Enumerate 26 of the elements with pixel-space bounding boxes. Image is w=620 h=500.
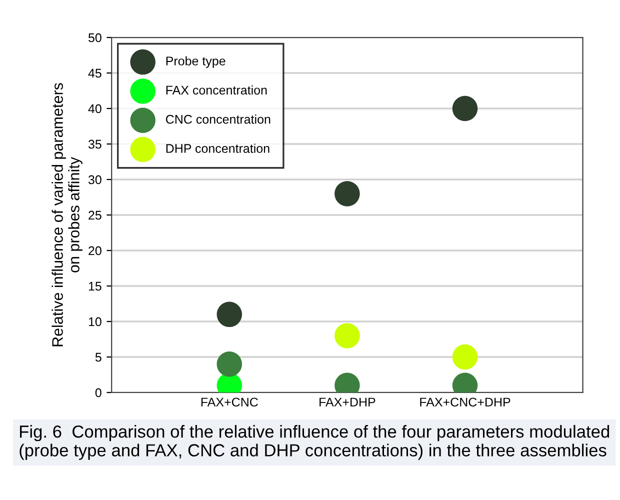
legend-label: DHP concentration: [166, 144, 270, 153]
y-tick-label: 35: [88, 140, 102, 149]
x-tick-label: FAX+DHP: [320, 398, 376, 406]
y-tick-label: 25: [88, 210, 102, 220]
x-tick-label: FAX+CNC: [201, 398, 258, 407]
y-tick-label: 0: [95, 388, 102, 398]
point: [452, 96, 478, 122]
y-axis-title: Relative influence of varied parameters on probes affinity: [52, 83, 82, 346]
point: [216, 351, 242, 377]
y-tick-label: 5: [95, 352, 102, 362]
legend-label: Probe type: [166, 56, 226, 68]
y-tick-label: 30: [88, 175, 102, 184]
y-tick-label: 50: [88, 33, 102, 42]
point: [334, 181, 360, 206]
y-tick-label: 15: [88, 282, 102, 291]
point: [216, 302, 242, 328]
x-tick-label: FAX+CNC+DHP: [420, 398, 510, 407]
y-tick-label: 10: [88, 317, 102, 326]
point: [334, 323, 360, 348]
y-tick-label: 45: [88, 68, 102, 78]
caption: Fig. 6 Comparison of the relative influence of the four parameters modulated (probe type and FAX, CNC and DHP concentrations) in the three assemblies: [20, 425, 610, 460]
legend-label: FAX concentration: [166, 85, 267, 95]
y-tick-label: 40: [88, 104, 102, 114]
legend-label: CNC concentration: [166, 114, 270, 124]
y-tick-label: 20: [88, 246, 102, 256]
point: [452, 344, 478, 370]
